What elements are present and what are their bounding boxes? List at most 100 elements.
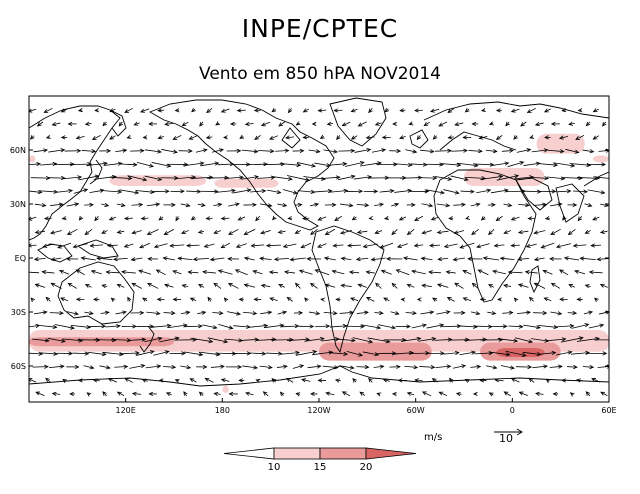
wind-vector bbox=[356, 310, 369, 315]
wind-vector bbox=[78, 215, 84, 221]
wind-vector bbox=[259, 365, 273, 370]
wind-vector bbox=[33, 257, 46, 262]
wind-vector bbox=[163, 364, 177, 370]
wind-vector bbox=[531, 148, 549, 153]
wind-vector bbox=[583, 310, 594, 315]
wind-vector bbox=[160, 175, 179, 181]
wind-vector bbox=[110, 297, 116, 303]
wind-vector bbox=[245, 391, 254, 396]
wind-vector bbox=[459, 350, 476, 356]
wind-vector bbox=[62, 378, 67, 384]
wind-vector bbox=[416, 297, 422, 302]
wind-vector bbox=[572, 243, 587, 248]
wind-vector bbox=[242, 365, 259, 370]
wind-vector bbox=[262, 391, 269, 397]
wind-vector bbox=[449, 337, 470, 342]
wind-vector bbox=[57, 242, 72, 249]
wind-vector bbox=[310, 202, 320, 207]
wind-vector bbox=[459, 242, 475, 249]
wind-vector bbox=[411, 323, 427, 329]
wind-vector bbox=[29, 351, 44, 356]
wind-vector bbox=[267, 189, 282, 195]
wind-vector bbox=[436, 230, 449, 235]
wind-vector bbox=[598, 310, 609, 315]
wind-vector bbox=[546, 337, 567, 342]
wind-vector bbox=[224, 175, 244, 180]
wind-vector bbox=[474, 324, 493, 329]
wind-vector bbox=[499, 256, 515, 261]
wind-vector bbox=[426, 162, 445, 167]
wind-vector bbox=[243, 202, 257, 207]
wind-vector bbox=[492, 324, 508, 329]
wind-vector bbox=[268, 270, 279, 275]
wind-vector bbox=[584, 284, 591, 289]
wind-vector bbox=[67, 282, 77, 289]
wind-vector bbox=[73, 188, 89, 194]
wind-vector bbox=[503, 391, 511, 397]
wind-vector bbox=[298, 324, 315, 329]
wind-vector bbox=[286, 377, 294, 383]
wind-vector bbox=[93, 338, 117, 343]
wind-vector bbox=[315, 324, 331, 329]
wind-vector bbox=[226, 148, 242, 153]
wind-vector bbox=[60, 297, 69, 302]
wind-vector bbox=[127, 296, 132, 302]
reference-vector bbox=[494, 428, 523, 436]
wind-vector bbox=[575, 135, 585, 140]
wind-vector bbox=[88, 324, 107, 329]
wind-speed-region-11 bbox=[29, 155, 36, 163]
wind-vector bbox=[340, 203, 354, 208]
wind-vector bbox=[56, 351, 74, 356]
wind-vector bbox=[48, 364, 65, 369]
wind-vector bbox=[421, 203, 434, 208]
wind-vector bbox=[338, 148, 356, 153]
wind-vector bbox=[36, 121, 44, 127]
wind-vector bbox=[325, 391, 335, 396]
wind-vector bbox=[260, 230, 271, 235]
wind-vector bbox=[347, 243, 361, 248]
wind-vector bbox=[445, 270, 456, 275]
wind-vector bbox=[153, 243, 168, 249]
wind-vector bbox=[514, 175, 534, 180]
wind-vector bbox=[323, 256, 336, 261]
map-subtitle: Vento em 850 hPA NOV2014 bbox=[199, 64, 441, 84]
wind-vector bbox=[121, 269, 136, 275]
wind-vector bbox=[282, 243, 297, 249]
wind-vector bbox=[344, 324, 365, 329]
wind-vector bbox=[216, 188, 236, 193]
wind-vector bbox=[204, 377, 214, 383]
wind-vector bbox=[368, 108, 373, 114]
wind-vector bbox=[129, 364, 146, 369]
wind-vector bbox=[368, 215, 374, 221]
wind-vector bbox=[302, 108, 309, 113]
wind-vector bbox=[147, 256, 158, 261]
wind-vector bbox=[451, 148, 468, 153]
wind-vector bbox=[555, 350, 573, 356]
wind-vector bbox=[435, 364, 452, 369]
wind-vector bbox=[69, 391, 75, 397]
wind-vector bbox=[228, 228, 239, 235]
wind-vector bbox=[277, 310, 288, 315]
wind-vector bbox=[314, 269, 330, 276]
wind-vector bbox=[400, 297, 406, 302]
wind-vector bbox=[140, 108, 150, 113]
wind-vector bbox=[314, 162, 332, 168]
wind-vector bbox=[566, 364, 578, 370]
wind-vector bbox=[462, 297, 472, 302]
wind-vector bbox=[351, 216, 357, 221]
wind-vector bbox=[505, 121, 510, 127]
wind-vector bbox=[489, 351, 511, 357]
wind-vector bbox=[579, 256, 596, 261]
wind-vector bbox=[391, 202, 400, 207]
wind-vector bbox=[414, 215, 424, 221]
wind-vector bbox=[197, 229, 205, 234]
wind-vector bbox=[405, 149, 418, 154]
wind-vector bbox=[77, 108, 83, 113]
wind-vector bbox=[346, 350, 364, 357]
wind-vector bbox=[188, 135, 198, 140]
wind-vector bbox=[594, 297, 599, 303]
map-title: INPE/CPTEC bbox=[241, 14, 399, 43]
wind-vector bbox=[357, 121, 367, 127]
wind-vector bbox=[360, 324, 382, 330]
wind-vector bbox=[45, 377, 52, 383]
